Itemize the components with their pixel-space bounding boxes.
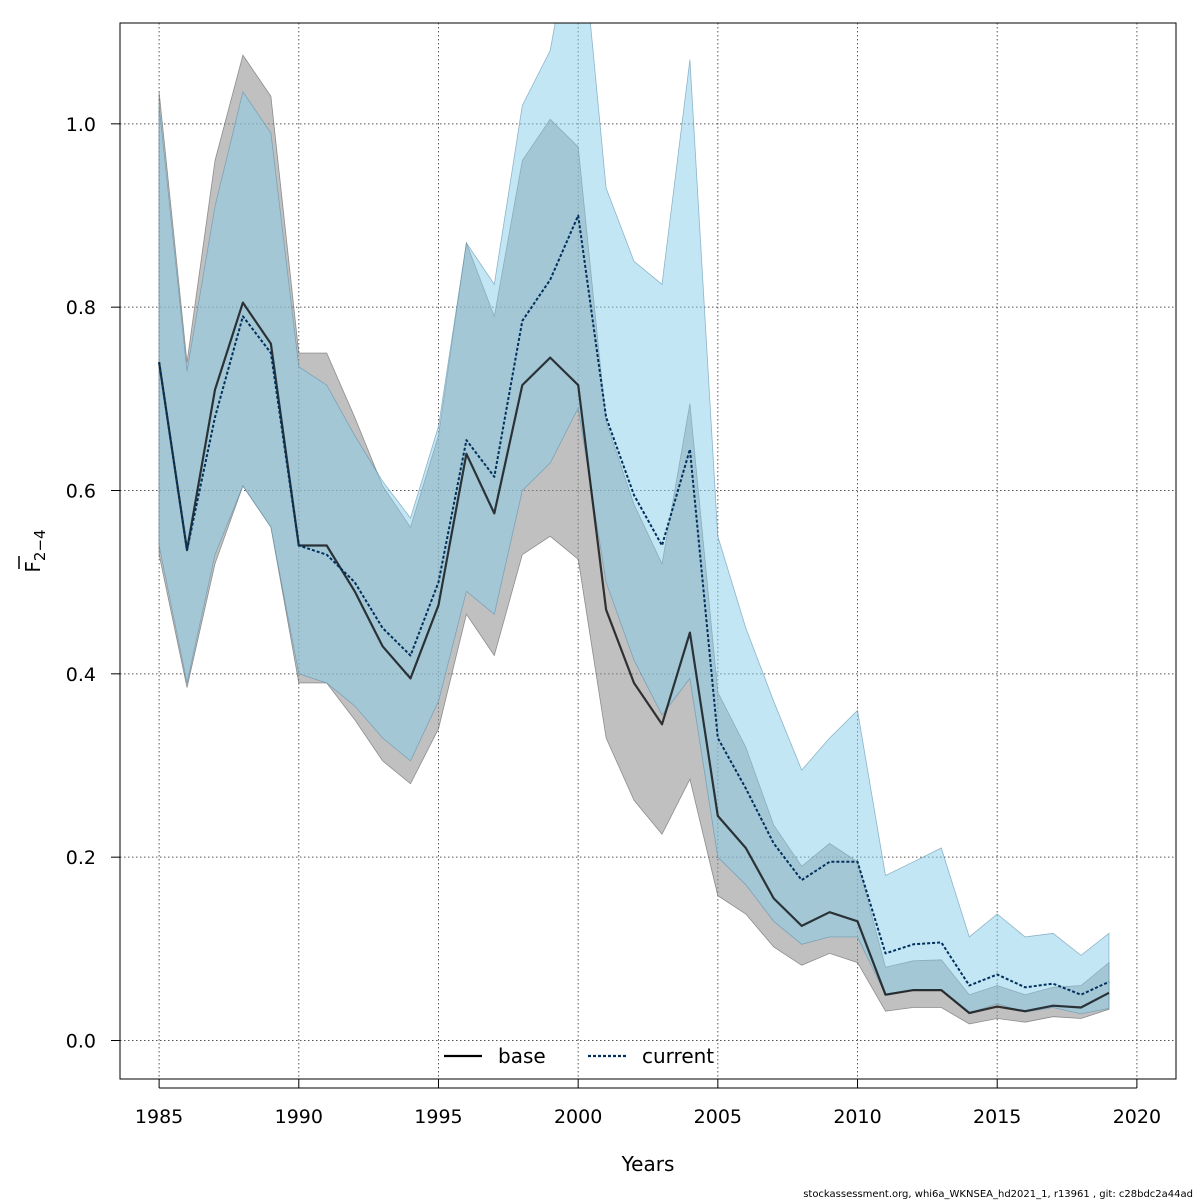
- y-tick-label: 0.4: [66, 664, 96, 686]
- y-axis-title: F2−4: [18, 529, 49, 573]
- y-tick-label: 0.2: [66, 847, 96, 869]
- confidence-band-current: [158, 23, 1110, 1015]
- svg-text:F2−4: F2−4: [21, 529, 49, 572]
- legend-label-current: current: [642, 1044, 714, 1068]
- y-tick-label: 0.8: [66, 297, 96, 319]
- legend: base current: [444, 1044, 714, 1068]
- x-tick-label: 1990: [275, 1106, 323, 1128]
- y-tick-label: 0.6: [66, 481, 96, 503]
- x-tick-label: 2010: [833, 1106, 881, 1128]
- y-axis-title-sub: 2−4: [31, 529, 49, 561]
- y-axis-title-main: F: [21, 561, 45, 573]
- x-tick-label: 2000: [554, 1106, 602, 1128]
- series-line-current: [158, 214, 1110, 996]
- x-tick-label: 1995: [414, 1106, 462, 1128]
- x-axis: 1985 1990 1995 2000 2005 2010 2015 2020: [135, 1079, 1161, 1128]
- y-tick-label: 1.0: [66, 114, 96, 136]
- x-tick-label: 1985: [135, 1106, 183, 1128]
- footer-credit: stockassessment.org, whi6a_WKNSEA_hd2021…: [803, 1189, 1193, 1200]
- legend-label-base: base: [498, 1044, 546, 1068]
- y-axis: 0.0 0.2 0.4 0.6 0.8 1.0: [66, 114, 120, 1053]
- plot-frame: [119, 22, 1177, 1080]
- x-tick-label: 2020: [1113, 1106, 1161, 1128]
- x-tick-label: 2015: [973, 1106, 1021, 1128]
- confidence-bands: [158, 23, 1110, 1025]
- x-tick-label: 2005: [694, 1106, 742, 1128]
- series-lines: [158, 214, 1110, 1015]
- series-line-base: [158, 301, 1110, 1015]
- x-axis-title: Years: [621, 1152, 675, 1176]
- y-tick-label: 0.0: [66, 1031, 96, 1053]
